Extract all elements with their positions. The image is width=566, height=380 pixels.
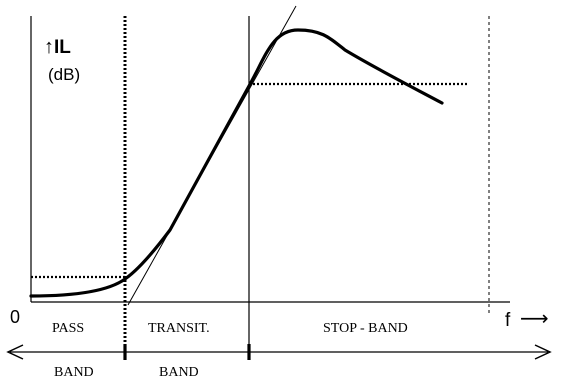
- y-axis-label: IL: [54, 37, 71, 58]
- band-arrow-right-head: [534, 344, 552, 360]
- region-label-stop: STOP - BAND: [323, 321, 408, 336]
- x-axis-arrow: ⟶: [520, 308, 549, 330]
- region-label-pass: PASS: [52, 321, 84, 336]
- y-axis-arrow: ↑: [44, 36, 54, 58]
- band-label-pass: BAND: [54, 365, 94, 380]
- band-arrow-left-head: [6, 344, 24, 360]
- region-label-transition: TRANSIT.: [148, 321, 210, 336]
- band-arrows: [6, 344, 552, 360]
- band-label-transition: BAND: [159, 365, 199, 380]
- origin-label: 0: [10, 307, 20, 327]
- y-axis-unit: (dB): [48, 65, 80, 84]
- x-axis-label: f: [505, 310, 511, 331]
- insertion-loss-curve: [29, 28, 444, 298]
